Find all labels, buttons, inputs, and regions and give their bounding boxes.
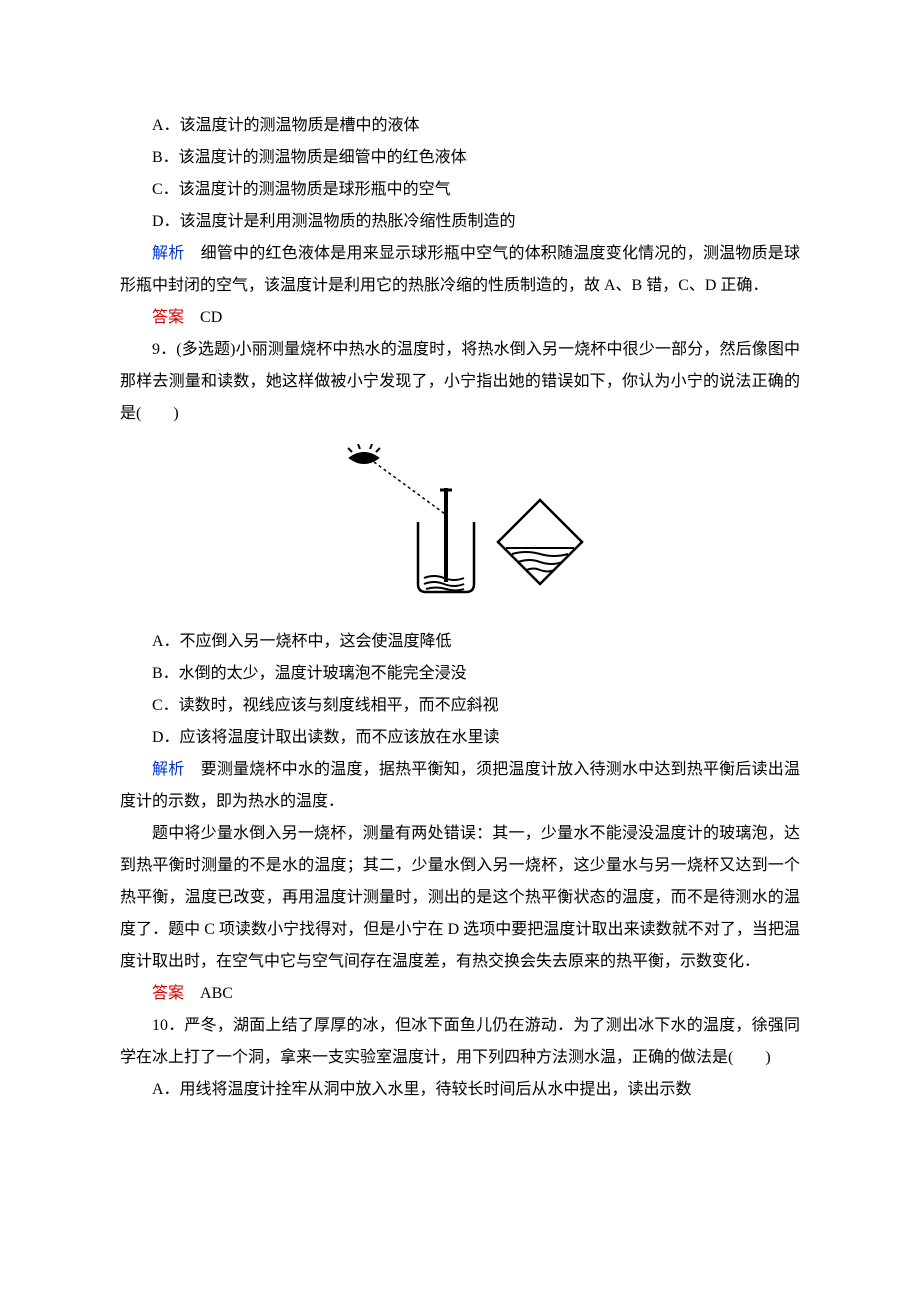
sight-line [374, 462, 445, 514]
analysis-label: 解析 [152, 245, 184, 262]
thermometer-icon [440, 488, 452, 582]
answer-label: 答案 [152, 985, 184, 1002]
page: A．该温度计的测温物质是槽中的液体 B．该温度计的测温物质是细管中的红色液体 C… [0, 0, 920, 1302]
q9-option-a: A．不应倒入另一烧杯中，这会使温度降低 [120, 626, 800, 658]
q9-answer-text: ABC [184, 985, 233, 1002]
q9-analysis-1: 解析 要测量烧杯中水的温度，据热平衡知，须把温度计放入待测水中达到热平衡后读出温… [120, 754, 800, 818]
q8-answer-text: CD [184, 309, 222, 326]
q9-analysis-p1: 要测量烧杯中水的温度，据热平衡知，须把温度计放入待测水中达到热平衡后读出温度计的… [120, 761, 800, 810]
q8-option-c: C．该温度计的测温物质是球形瓶中的空气 [120, 174, 800, 206]
q9-answer: 答案 ABC [120, 978, 800, 1010]
q8-answer: 答案 CD [120, 302, 800, 334]
answer-label: 答案 [152, 309, 184, 326]
q10-option-a: A．用线将温度计拴牢从洞中放入水里，待较长时间后从水中提出，读出示数 [120, 1074, 800, 1106]
q9-analysis-2: 题中将少量水倒入另一烧杯，测量有两处错误：其一，少量水不能浸没温度计的玻璃泡，达… [120, 818, 800, 978]
q9-stem: 9．(多选题)小丽测量烧杯中热水的温度时，将热水倒入另一烧杯中很少一部分，然后像… [120, 334, 800, 430]
q8-analysis: 解析 细管中的红色液体是用来显示球形瓶中空气的体积随温度变化情况的，测温物质是球… [120, 238, 800, 302]
q9-diagram-svg [330, 444, 590, 604]
q9-option-b: B．水倒的太少，温度计玻璃泡不能完全浸没 [120, 658, 800, 690]
q8-option-d: D．该温度计是利用测温物质的热胀冷缩性质制造的 [120, 206, 800, 238]
q9-figure [120, 444, 800, 616]
analysis-label: 解析 [152, 761, 184, 778]
q10-stem: 10．严冬，湖面上结了厚厚的冰，但冰下面鱼儿仍在游动．为了测出冰下水的温度，徐强… [120, 1010, 800, 1074]
tilted-beaker-icon [498, 500, 582, 584]
q8-option-a: A．该温度计的测温物质是槽中的液体 [120, 110, 800, 142]
q8-analysis-text: 细管中的红色液体是用来显示球形瓶中空气的体积随温度变化情况的，测温物质是球形瓶中… [120, 245, 800, 294]
q9-option-d: D．应该将温度计取出读数，而不应该放在水里读 [120, 722, 800, 754]
eye-icon [348, 444, 380, 463]
q8-option-b: B．该温度计的测温物质是细管中的红色液体 [120, 142, 800, 174]
q9-option-c: C．读数时，视线应该与刻度线相平，而不应斜视 [120, 690, 800, 722]
